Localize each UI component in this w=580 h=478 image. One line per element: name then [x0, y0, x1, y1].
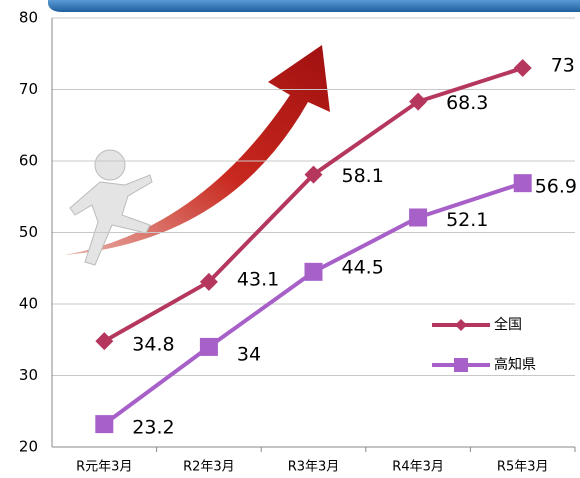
data-label: 52.1	[446, 209, 488, 231]
x-tick-label: R元年3月	[76, 460, 132, 475]
marker	[199, 337, 218, 356]
data-label: 34	[237, 343, 261, 365]
data-label: 56.9	[535, 176, 577, 198]
data-label: 58.1	[342, 165, 384, 187]
y-tick-label: 70	[19, 80, 38, 98]
marker	[513, 174, 532, 193]
legend-marker	[454, 358, 468, 372]
marker	[95, 332, 114, 351]
arrow	[65, 45, 330, 255]
marker	[513, 59, 532, 78]
marker	[304, 262, 323, 281]
x-tick-label: R3年3月	[288, 460, 340, 475]
x-tick-label: R2年3月	[183, 460, 235, 475]
marker	[199, 272, 218, 291]
y-tick-label: 50	[19, 223, 38, 241]
y-tick-label: 20	[19, 438, 38, 456]
legend-label: 全国	[494, 316, 522, 333]
marker	[304, 165, 323, 184]
data-label: 43.1	[237, 268, 279, 290]
data-label: 68.3	[446, 92, 488, 114]
data-label: 23.2	[132, 417, 174, 439]
legend-marker	[455, 319, 467, 331]
decoration	[65, 45, 330, 266]
y-tick-label: 60	[19, 152, 38, 170]
header-bar	[48, 0, 580, 12]
y-tick-label: 40	[19, 295, 38, 313]
data-label: 34.8	[132, 334, 174, 356]
y-tick-label: 80	[19, 9, 38, 27]
marker	[409, 208, 428, 227]
runner	[69, 149, 153, 266]
legend-label: 高知県	[494, 356, 536, 373]
x-tick-label: R4年3月	[392, 460, 444, 475]
marker	[95, 415, 114, 434]
data-label: 73	[551, 55, 575, 77]
x-tick-label: R5年3月	[497, 460, 549, 475]
data-label: 44.5	[342, 256, 384, 278]
y-tick-label: 30	[19, 366, 38, 384]
marker	[409, 92, 428, 111]
